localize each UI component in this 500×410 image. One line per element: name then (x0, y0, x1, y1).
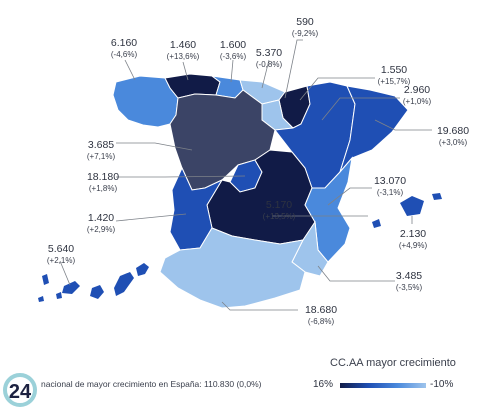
label-valencia-change: (-3,1%) (366, 187, 414, 198)
label-extremadura: 1.420 (+2,9%) (80, 213, 122, 235)
label-extremadura-change: (+2,9%) (80, 224, 122, 235)
label-canarias: 5.640 (+2,1%) (40, 244, 82, 266)
label-murcia-value: 3.485 (388, 271, 430, 282)
label-andalucia: 18.680 (-6,8%) (298, 305, 344, 327)
label-madrid: 18.180 (+1,8%) (80, 172, 126, 194)
label-valencia: 13.070 (-3,1%) (366, 176, 414, 198)
label-andalucia-change: (-6,8%) (298, 316, 344, 327)
label-galicia-value: 6.160 (103, 38, 145, 49)
national-total-text: nacional de mayor crecimiento en España:… (41, 379, 262, 389)
label-madrid-change: (+1,8%) (80, 183, 126, 194)
label-la-rioja-change: (-9,2%) (284, 28, 326, 39)
region-canarias-gran-canaria (90, 285, 104, 299)
legend-gradient-bar (340, 383, 426, 388)
region-baleares-ibiza (372, 219, 381, 228)
label-castilla-la-mancha-change: (+13,5%) (256, 211, 302, 222)
label-andalucia-value: 18.680 (298, 305, 344, 316)
label-castilla-leon: 3.685 (+7,1%) (80, 140, 122, 162)
label-cataluna-change: (+3,0%) (430, 137, 476, 148)
label-murcia: 3.485 (-3,5%) (388, 271, 430, 293)
label-pais-vasco-change: (-0,8%) (248, 59, 290, 70)
logo: 24 (5, 375, 35, 405)
legend-title: CC.AA mayor crecimiento (330, 357, 456, 369)
label-aragon-change: (+1,0%) (396, 96, 438, 107)
label-la-rioja-value: 590 (284, 17, 326, 28)
label-castilla-la-mancha: 5.170 (+13,5%) (256, 200, 302, 222)
label-valencia-value: 13.070 (366, 176, 414, 187)
label-canarias-value: 5.640 (40, 244, 82, 255)
region-baleares-menorca (432, 193, 442, 200)
label-madrid-value: 18.180 (80, 172, 126, 183)
legend-low-label: -10% (430, 379, 453, 390)
label-galicia-change: (-4,6%) (103, 49, 145, 60)
region-canarias-fuerteventura (114, 272, 134, 296)
legend-high-label: 16% (313, 379, 333, 390)
region-canarias-tenerife (62, 281, 80, 294)
label-asturias-change: (+13,6%) (160, 51, 206, 62)
label-cataluna-value: 19.680 (430, 126, 476, 137)
label-pais-vasco: 5.370 (-0,8%) (248, 48, 290, 70)
label-castilla-la-mancha-value: 5.170 (256, 200, 302, 211)
label-galicia: 6.160 (-4,6%) (103, 38, 145, 60)
label-aragon: 2.960 (+1,0%) (396, 85, 438, 107)
region-canarias-lanzarote (136, 263, 149, 276)
region-baleares-mallorca (400, 196, 424, 216)
label-asturias: 1.460 (+13,6%) (160, 40, 206, 62)
label-la-rioja: 590 (-9,2%) (284, 17, 326, 39)
logo-text: 24 (9, 381, 32, 403)
region-canarias-la-gomera (56, 292, 62, 299)
label-castilla-leon-value: 3.685 (80, 140, 122, 151)
label-asturias-value: 1.460 (160, 40, 206, 51)
region-canarias-el-hierro (38, 296, 44, 302)
label-navarra-value: 1.550 (370, 65, 418, 76)
label-aragon-value: 2.960 (396, 85, 438, 96)
label-baleares-value: 2.130 (392, 229, 434, 240)
label-baleares: 2.130 (+4,9%) (392, 229, 434, 251)
label-extremadura-value: 1.420 (80, 213, 122, 224)
label-pais-vasco-value: 5.370 (248, 48, 290, 59)
label-castilla-leon-change: (+7,1%) (80, 151, 122, 162)
region-canarias-la-palma (42, 274, 49, 285)
label-cataluna: 19.680 (+3,0%) (430, 126, 476, 148)
label-canarias-change: (+2,1%) (40, 255, 82, 266)
label-baleares-change: (+4,9%) (392, 240, 434, 251)
label-murcia-change: (-3,5%) (388, 282, 430, 293)
